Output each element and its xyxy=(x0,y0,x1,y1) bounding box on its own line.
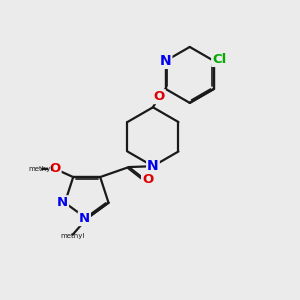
Text: methyl: methyl xyxy=(60,233,85,239)
Text: N: N xyxy=(160,54,171,68)
Text: N: N xyxy=(79,212,90,225)
Text: methyl: methyl xyxy=(28,166,52,172)
Text: N: N xyxy=(147,159,159,173)
Text: O: O xyxy=(154,90,165,103)
Text: O: O xyxy=(49,162,61,175)
Text: N: N xyxy=(57,196,68,209)
Text: O: O xyxy=(142,173,153,186)
Text: Cl: Cl xyxy=(212,53,226,66)
